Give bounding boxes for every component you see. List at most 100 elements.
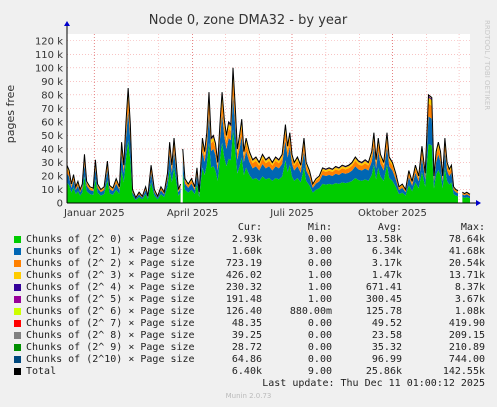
area-series-2-seg-2 [462,193,470,197]
y-tick-label-4: 40 k [41,144,63,155]
legend-min-6: 880.00m [289,306,332,317]
x-tick-label-2: Juli 2025 [269,208,313,219]
legend-avg-5: 300.45 [365,294,402,305]
legend-max-4: 8.37k [454,282,485,293]
y-axis-arrow [64,21,70,26]
legend-swatch-4 [14,284,21,291]
legend-row-5: Chunks of (2^ 5) × Page size 191.48 1.00 30… [12,294,488,306]
legend-max-7: 419.90 [448,318,485,329]
col-cur-header: Cur: [237,222,262,233]
legend-swatch-10 [14,356,21,363]
legend-row-3: Chunks of (2^ 3) × Page size 426.02 1.00 1.… [12,270,488,282]
legend-label-4: Chunks of (2^ 4) × Page size [26,282,195,293]
col-max-header: Max: [460,222,485,233]
legend-cur-9: 28.72 [231,342,262,353]
legend-max-6: 1.08k [454,306,485,317]
legend-swatch-2 [14,260,21,267]
legend-max-10: 744.00 [448,354,485,365]
area-series-1-seg-0 [67,111,181,201]
legend-label-2: Chunks of (2^ 2) × Page size [26,258,195,269]
legend-avg-8: 23.58 [371,330,402,341]
area-series-1-seg-2 [462,194,470,199]
legend-avg-10: 96.99 [371,354,402,365]
legend-avg-3: 1.47k [371,270,402,281]
legend-row-9: Chunks of (2^ 9) × Page size 28.72 0.00 35.… [12,342,488,354]
legend-swatch-0 [14,236,21,243]
y-tick-label-8: 80 k [41,90,63,101]
x-tick-label-0: Januar 2025 [63,208,125,219]
legend-row-2: Chunks of (2^ 2) × Page size 723.19 0.00 3.… [12,258,488,270]
legend-label-8: Chunks of (2^ 8) × Page size [26,330,195,341]
y-tick-label-7: 70 k [41,104,63,115]
legend-swatch-total [14,368,21,375]
legend-avg-9: 35.32 [371,342,402,353]
legend-min-1: 3.00 [307,246,332,257]
y-axis-label: pages free [4,85,17,144]
total-line-seg-0 [66,88,182,199]
legend-header: Cur: Min: Avg: Max: [12,222,488,234]
legend-swatch-3 [14,272,21,279]
legend-label-3: Chunks of (2^ 3) × Page size [26,270,195,281]
legend-swatch-6 [14,308,21,315]
legend-cur-total: 6.40k [231,366,262,377]
col-avg-header: Avg: [377,222,402,233]
legend-max-3: 13.71k [448,270,485,281]
legend-row-8: Chunks of (2^ 8) × Page size 39.25 0.00 23.… [12,330,488,342]
legend-cur-3: 426.02 [225,270,262,281]
y-tick-label-11: 110 k [35,50,63,61]
last-update: Last update: Thu Dec 11 01:00:12 2025 [262,378,485,389]
legend-max-9: 210.89 [448,342,485,353]
legend-label-total: Total [26,366,57,377]
legend-label-0: Chunks of (2^ 0) × Page size [26,234,195,245]
y-tick-label-0: 0 [57,199,63,210]
axes: 0 10 k 20 k 30 k 40 k 50 k 60 k 70 k 80 k 90 k 100… [35,21,481,219]
legend-min-4: 1.00 [307,282,332,293]
legend-cur-6: 126.40 [225,306,262,317]
legend-cur-0: 2.93k [231,234,262,245]
y-tick-label-12: 120 k [35,36,63,47]
total-line-seg-2 [462,191,471,195]
y-tick-label-6: 60 k [41,117,63,128]
legend-max-8: 209.15 [448,330,485,341]
y-tick-label-3: 30 k [41,158,63,169]
x-tick-label-1: April 2025 [167,208,218,219]
legend-avg-7: 49.52 [371,318,402,329]
y-tick-label-1: 10 k [41,185,63,196]
y-tick-label-10: 100 k [35,63,63,74]
legend-swatch-5 [14,296,21,303]
legend-avg-total: 25.86k [365,366,402,377]
grid [67,34,470,204]
legend-label-5: Chunks of (2^ 5) × Page size [26,294,195,305]
legend-row-total: Total 6.40k 9.00 25.86k 142.55k [12,366,488,378]
legend-max-5: 3.67k [454,294,485,305]
legend-row-10: Chunks of (2^10) × Page size 64.86 0.00 96.… [12,354,488,366]
legend-cur-5: 191.48 [225,294,262,305]
legend-avg-1: 6.34k [371,246,402,257]
legend-label-6: Chunks of (2^ 6) × Page size [26,306,195,317]
legend-label-10: Chunks of (2^10) × Page size [26,354,195,365]
legend-avg-0: 13.58k [365,234,402,245]
legend-cur-7: 48.35 [231,318,262,329]
legend-min-7: 0.00 [307,318,332,329]
legend: Cur: Min: Avg: Max: Chunks of (2^ 0) × P… [12,222,488,378]
legend-min-3: 1.00 [307,270,332,281]
rrdtool-watermark: RRDTOOL / TOBI OETIKER [483,20,491,110]
legend-max-2: 20.54k [448,258,485,269]
y-tick-label-5: 50 k [41,131,63,142]
legend-swatch-8 [14,332,21,339]
legend-cur-10: 64.86 [231,354,262,365]
legend-swatch-9 [14,344,21,351]
area-series-1-seg-1 [182,94,458,198]
legend-swatch-1 [14,248,21,255]
y-tick-label-2: 20 k [41,171,63,182]
legend-min-0: 0.00 [307,234,332,245]
legend-rows: Chunks of (2^ 0) × Page size 2.93k 0.00 13.… [12,234,488,378]
legend-avg-2: 3.17k [371,258,402,269]
legend-cur-2: 723.19 [225,258,262,269]
legend-cur-8: 39.25 [231,330,262,341]
y-tick-label-9: 90 k [41,77,63,88]
total-line-seg-1 [182,67,459,193]
area-series-0-seg-2 [462,197,470,203]
munin-version: Munin 2.0.73 [225,392,272,400]
legend-avg-6: 125.78 [365,306,402,317]
